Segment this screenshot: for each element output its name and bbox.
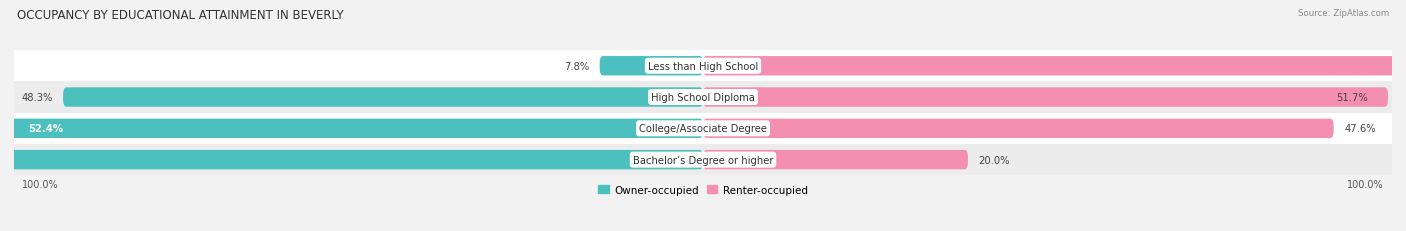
Text: 47.6%: 47.6% (1344, 124, 1376, 134)
Legend: Owner-occupied, Renter-occupied: Owner-occupied, Renter-occupied (595, 181, 811, 199)
FancyBboxPatch shape (14, 51, 1392, 82)
Text: 52.4%: 52.4% (28, 124, 63, 134)
FancyBboxPatch shape (63, 88, 703, 107)
FancyBboxPatch shape (703, 119, 1334, 138)
FancyBboxPatch shape (14, 82, 1392, 113)
Text: 100.0%: 100.0% (22, 179, 59, 189)
FancyBboxPatch shape (703, 57, 1406, 76)
FancyBboxPatch shape (14, 113, 1392, 144)
Text: Bachelor’s Degree or higher: Bachelor’s Degree or higher (633, 155, 773, 165)
Text: 48.3%: 48.3% (21, 93, 52, 103)
FancyBboxPatch shape (8, 119, 703, 138)
Text: 20.0%: 20.0% (979, 155, 1010, 165)
FancyBboxPatch shape (703, 150, 967, 170)
Text: 100.0%: 100.0% (1347, 179, 1384, 189)
Text: 51.7%: 51.7% (1336, 93, 1368, 103)
FancyBboxPatch shape (600, 57, 703, 76)
Text: Less than High School: Less than High School (648, 61, 758, 71)
Text: OCCUPANCY BY EDUCATIONAL ATTAINMENT IN BEVERLY: OCCUPANCY BY EDUCATIONAL ATTAINMENT IN B… (17, 9, 343, 22)
FancyBboxPatch shape (0, 150, 703, 170)
Text: Source: ZipAtlas.com: Source: ZipAtlas.com (1298, 9, 1389, 18)
Text: College/Associate Degree: College/Associate Degree (638, 124, 768, 134)
Text: High School Diploma: High School Diploma (651, 93, 755, 103)
FancyBboxPatch shape (14, 144, 1392, 176)
FancyBboxPatch shape (703, 88, 1388, 107)
Text: 7.8%: 7.8% (564, 61, 589, 71)
